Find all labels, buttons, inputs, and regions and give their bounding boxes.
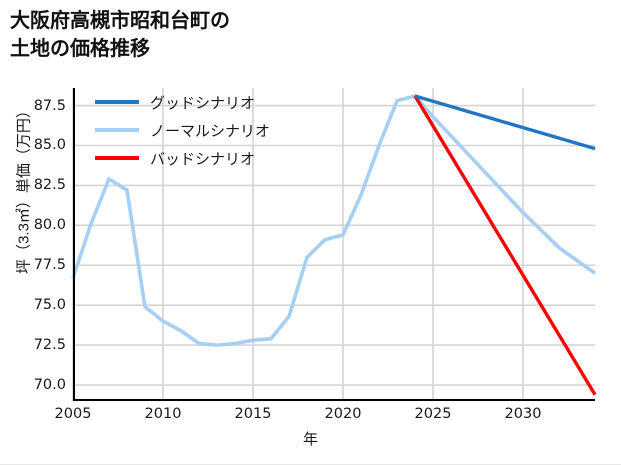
legend-item-normal[interactable]: ノーマルシナリオ [95, 120, 270, 140]
y-tick-label: 70.0 [33, 377, 66, 394]
y-tick-label: 80.0 [33, 217, 66, 234]
legend-swatch-good-icon [95, 99, 139, 105]
x-tick-label: 2010 [144, 406, 182, 422]
page-title: 大阪府高槻市昭和台町の 土地の価格推移 [10, 10, 230, 60]
series-line-good [414, 94, 596, 151]
legend-item-bad[interactable]: バッドシナリオ [95, 148, 270, 168]
x-tick-label: 2020 [324, 406, 362, 422]
y-tick-label: 75.0 [33, 297, 66, 314]
y-tick-label: 87.5 [33, 97, 66, 114]
x-tick-label: 2025 [414, 406, 452, 422]
series-line-normal [71, 94, 597, 347]
plot-area [71, 88, 597, 401]
legend-label: ノーマルシナリオ [150, 122, 271, 140]
legend-label: グッドシナリオ [150, 94, 256, 112]
y-axis-tick-labels: 70.0 72.5 75.0 77.5 80.0 82.5 85.0 87.5 [0, 88, 66, 401]
y-tick-label: 77.5 [33, 257, 66, 274]
y-tick-label: 82.5 [33, 177, 66, 194]
x-axis-tick-labels: 2005 2010 2015 2020 2025 2030 [55, 406, 595, 428]
chart-legend: グッドシナリオ ノーマルシナリオ バッドシナリオ [95, 92, 270, 168]
x-axis-label: 年 [302, 431, 318, 448]
y-tick-label: 72.5 [33, 337, 66, 354]
legend-swatch-bad-icon [95, 155, 139, 161]
data-series-lines [71, 94, 597, 396]
plot-frame [73, 88, 595, 401]
x-tick-label: 2005 [54, 406, 92, 422]
x-tick-label: 2015 [234, 406, 272, 422]
legend-item-good[interactable]: グッドシナリオ [95, 92, 270, 112]
series-line-bad [413, 95, 597, 396]
y-tick-label: 85.0 [33, 137, 66, 154]
y-axis-label: 坪（3.3㎡）単価（万円） [15, 103, 33, 274]
x-tick-label: 2030 [504, 406, 542, 422]
legend-swatch-normal-icon [95, 127, 139, 133]
legend-label: バッドシナリオ [150, 150, 256, 168]
